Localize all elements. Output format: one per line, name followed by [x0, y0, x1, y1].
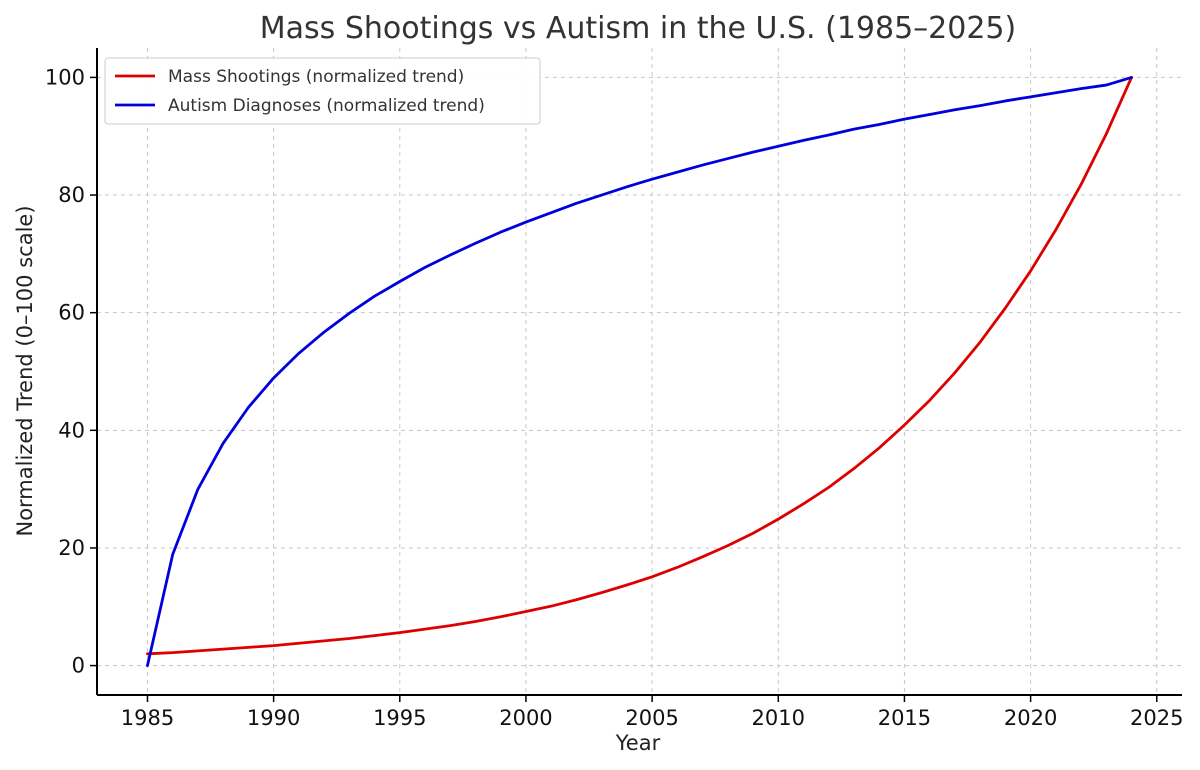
x-tick-label: 2025	[1130, 706, 1183, 730]
axes	[96, 48, 1182, 696]
y-tick-label: 20	[58, 536, 85, 560]
x-tick-label: 1985	[121, 706, 174, 730]
y-tick-label: 60	[58, 301, 85, 325]
x-tick-label: 2020	[1004, 706, 1057, 730]
x-tick-label: 2005	[625, 706, 678, 730]
series-lines	[146, 76, 1133, 667]
x-tick-label: 2010	[752, 706, 805, 730]
grid	[97, 48, 1182, 695]
x-tick-label: 2000	[499, 706, 552, 730]
y-tick-label: 80	[58, 183, 85, 207]
y-tick-label: 40	[58, 418, 85, 442]
autism-diagnoses-line	[146, 76, 1133, 667]
y-axis-label: Normalized Trend (0–100 scale)	[13, 205, 37, 536]
y-tick-label: 100	[45, 65, 85, 89]
legend-label-mass-shootings: Mass Shootings (normalized trend)	[168, 67, 464, 87]
legend: Mass Shootings (normalized trend) Autism…	[104, 57, 541, 125]
legend-label-autism-diagnoses: Autism Diagnoses (normalized trend)	[168, 96, 485, 116]
x-tick-label: 1995	[373, 706, 426, 730]
chart-title: Mass Shootings vs Autism in the U.S. (19…	[260, 11, 1016, 46]
x-axis-ticks: 1985 1990 1995 2000 2005 2010 2015 2020 2025	[121, 695, 1183, 730]
y-tick-label: 0	[72, 654, 85, 678]
x-axis-label: Year	[615, 731, 661, 755]
mass-shootings-line	[146, 76, 1133, 656]
x-tick-label: 1990	[247, 706, 300, 730]
x-tick-label: 2015	[878, 706, 931, 730]
legend-box	[104, 57, 541, 125]
y-axis-ticks: 0 20 40 60 80 100	[45, 65, 97, 678]
